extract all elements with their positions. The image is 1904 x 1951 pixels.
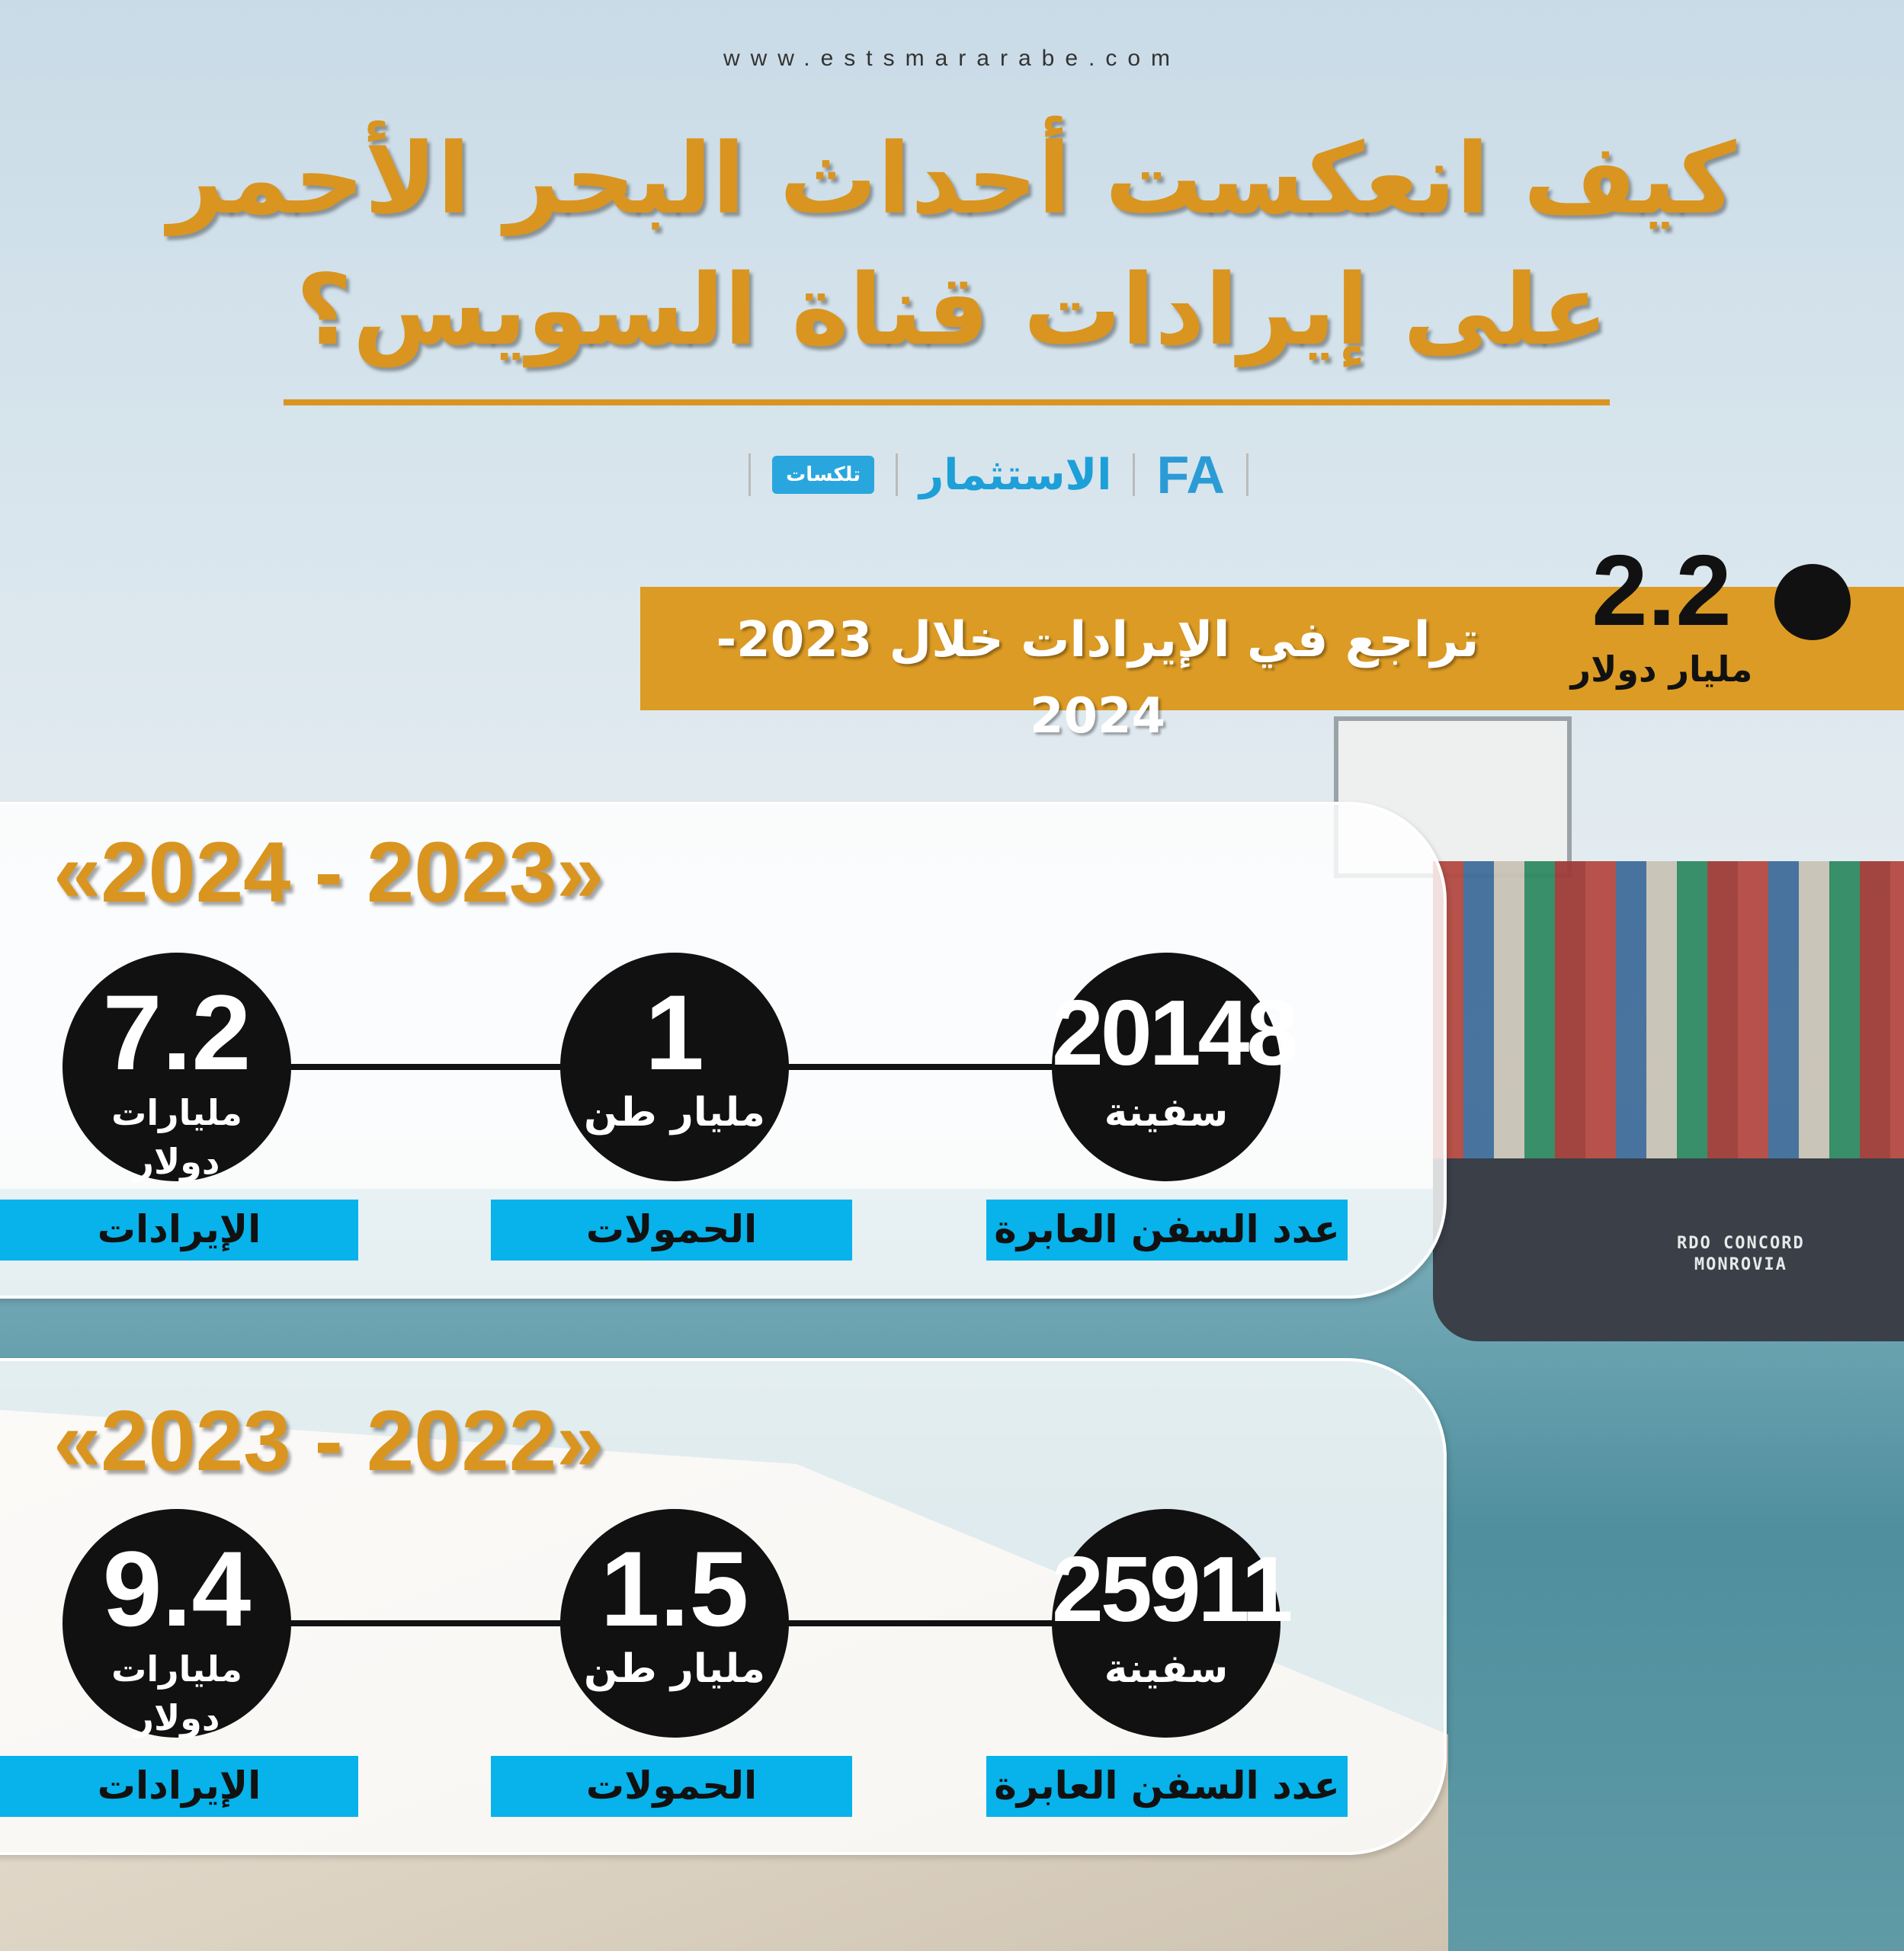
banner-value: 2.2 — [1591, 534, 1732, 646]
cargo-label: الحمولات — [491, 1200, 852, 1261]
revenue-circle: 7.2 مليارات دولار — [63, 953, 291, 1182]
ship-name-text: RDO CONCORD — [1677, 1234, 1805, 1253]
revenue-label: الإيرادات — [0, 1200, 358, 1261]
fa-logo: FA — [1156, 445, 1225, 505]
talkasat-logo: تلكسات — [772, 456, 874, 494]
period-year-label: «2024 - 2023» — [53, 825, 604, 920]
revenue-circle: 9.4 مليارات دولار — [63, 1509, 291, 1738]
page-title: كيف انعكست أحداث البحر الأحمر على إيرادا… — [114, 114, 1790, 376]
revenue-unit: مليارات دولار — [111, 1092, 242, 1182]
revenue-unit: مليارات دولار — [111, 1648, 242, 1738]
ships-label: عدد السفن العابرة — [986, 1200, 1348, 1261]
cargo-unit: مليار طن — [584, 1646, 765, 1692]
ships-unit: سفينة — [1104, 1090, 1229, 1136]
ship-port-text: MONROVIA — [1694, 1255, 1787, 1274]
banner-text: تراجع في الإيرادات خلال 2023-2024 — [716, 612, 1479, 745]
revenue-label: الإيرادات — [0, 1756, 358, 1817]
title-line-2: على إيرادات قناة السويس؟ — [296, 254, 1608, 367]
logo-strip: FA الاستثمار تلكسات — [732, 433, 1265, 517]
cargo-unit: مليار طن — [584, 1090, 765, 1136]
cargo-label: الحمولات — [491, 1756, 852, 1817]
ships-value: 20148 — [1052, 981, 1298, 1084]
title-underline — [284, 399, 1610, 405]
divider — [895, 453, 898, 496]
ships-unit: سفينة — [1104, 1646, 1229, 1692]
cargo-value: 1.5 — [600, 1529, 749, 1648]
revenue-value: 7.2 — [102, 972, 252, 1092]
ships-value: 25911 — [1052, 1537, 1293, 1641]
estsmar-logo: الاستثمار — [918, 450, 1112, 500]
website-url: www.estsmararabe.com — [723, 46, 1181, 71]
ships-circle: 25911 سفينة — [1052, 1509, 1293, 1738]
ship-hull — [1433, 1158, 1904, 1341]
ships-circle: 20148 سفينة — [1052, 953, 1298, 1181]
cargo-circle: 1.5 مليار طن — [560, 1509, 789, 1738]
title-line-1: كيف انعكست أحداث البحر الأحمر — [168, 123, 1736, 236]
cargo-circle: 1 مليار طن — [560, 953, 789, 1181]
cargo-value: 1 — [645, 972, 704, 1092]
divider — [1133, 453, 1136, 496]
period-year-label: «2023 - 2022» — [53, 1393, 604, 1488]
divider — [748, 453, 752, 496]
ship-containers — [1433, 861, 1904, 1166]
ships-label: عدد السفن العابرة — [986, 1756, 1348, 1817]
divider — [1245, 453, 1248, 496]
revenue-value: 9.4 — [102, 1529, 252, 1648]
summary-banner — [640, 587, 1904, 710]
banner-unit: مليار دولار — [1570, 649, 1753, 690]
ship-name: RDO CONCORD MONROVIA — [1677, 1233, 1805, 1276]
bullet-dot — [1774, 564, 1851, 640]
